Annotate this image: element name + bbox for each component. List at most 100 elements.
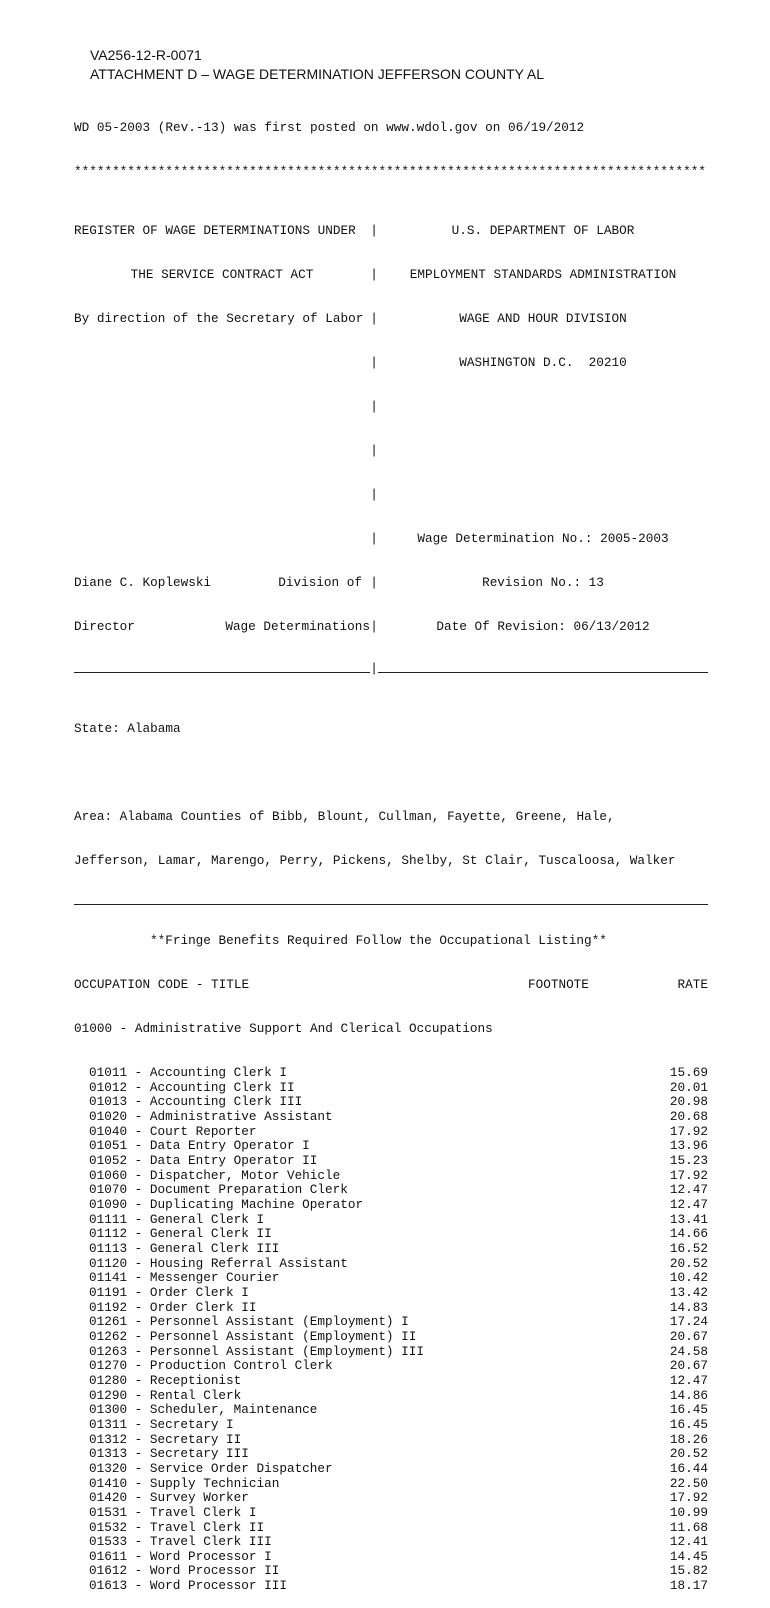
occupation-title: 01311 - Secretary I [89, 1416, 234, 1432]
area-line-2: Jefferson, Lamar, Marengo, Perry, Picken… [74, 853, 676, 869]
table-row: 01611 - Word Processor I 14.45 [74, 1549, 708, 1565]
occupation-rate: 17.92 [669, 1490, 708, 1506]
occupation-rate: 17.92 [669, 1123, 708, 1139]
area-line-1: Area: Alabama Counties of Bibb, Blount, … [74, 809, 615, 825]
occupation-title: 01270 - Production Control Clerk [89, 1358, 333, 1374]
occupation-title: 01612 - Word Processor II [89, 1563, 280, 1579]
occupation-rate: 15.23 [669, 1153, 708, 1169]
occupation-rate: 17.24 [669, 1314, 708, 1330]
occupation-rate: 14.66 [669, 1226, 708, 1242]
occupation-rate: 12.47 [669, 1182, 708, 1198]
occupation-title: 01012 - Accounting Clerk II [89, 1079, 295, 1095]
occupation-rate: 15.69 [669, 1065, 708, 1081]
occupation-title: 01320 - Service Order Dispatcher [89, 1460, 333, 1476]
occupation-group: 01000 - Administrative Support And Cleri… [74, 1021, 493, 1037]
occupation-title: 01192 - Order Clerk II [89, 1299, 257, 1315]
occupation-title: 01020 - Administrative Assistant [89, 1109, 333, 1125]
occupation-title: 01613 - Word Processor III [89, 1578, 287, 1594]
occupation-title: 01280 - Receptionist [89, 1372, 242, 1388]
register-divider: | [74, 662, 708, 679]
occupation-title: 01263 - Personnel Assistant (Employment)… [89, 1343, 425, 1359]
occupation-title: 01051 - Data Entry Operator I [89, 1138, 310, 1154]
occupation-rate: 18.26 [669, 1431, 708, 1447]
occupation-rate: 20.67 [669, 1358, 708, 1374]
table-row: 01533 - Travel Clerk III 12.41 [74, 1535, 708, 1550]
table-row: 01011 - Accounting Clerk I 15.69 [74, 1066, 708, 1081]
occupation-title: 01410 - Supply Technician [89, 1475, 280, 1491]
table-row: 01532 - Travel Clerk II 11.68 [74, 1519, 708, 1536]
occupation-title: 01533 - Travel Clerk III [89, 1534, 272, 1550]
table-row: 01420 - Survey Worker 17.92 [74, 1491, 708, 1506]
register-right-2: EMPLOYMENT STANDARDS ADMINISTRATION [409, 266, 677, 282]
table-row: 01141 - Messenger Courier 10.42 [74, 1271, 708, 1286]
occupation-rate: 16.52 [669, 1241, 708, 1257]
occupation-rate: 20.52 [669, 1255, 708, 1271]
register-row: | WASHINGTON D.C. 20210 [74, 354, 708, 371]
occupation-rate: 11.68 [669, 1519, 708, 1535]
document-id: VA256-12-R-0071 [90, 47, 202, 63]
occupation-title: 01013 - Accounting Clerk III [89, 1094, 303, 1110]
document-title: ATTACHMENT D – WAGE DETERMINATION JEFFER… [90, 66, 545, 82]
wage-determination-body: WD 05-2003 (Rev.-13) was first posted on… [74, 120, 708, 1594]
table-row: 01612 - Word Processor II 15.82 [74, 1564, 708, 1579]
fringe-note: **Fringe Benefits Required Follow the Oc… [150, 933, 607, 949]
table-row: 01320 - Service Order Dispatcher 16.44 [74, 1460, 708, 1477]
occupation-rate: 10.42 [669, 1270, 708, 1286]
table-row: 01191 - Order Clerk I 13.42 [74, 1285, 708, 1301]
occupation-title: 01261 - Personnel Assistant (Employment)… [89, 1314, 409, 1330]
occupation-title: 01111 - General Clerk I [89, 1211, 265, 1227]
table-row: 01410 - Supply Technician 22.50 [74, 1475, 708, 1492]
occupation-rate: 12.47 [669, 1372, 708, 1388]
table-row: 01040 - Court Reporter 17.92 [74, 1123, 708, 1140]
table-header: OCCUPATION CODE - TITLE FOOTNOTE RATE [74, 978, 708, 993]
table-row: 01262 - Personnel Assistant (Employment)… [74, 1328, 708, 1345]
table-row: 01312 - Secretary II 18.26 [74, 1431, 708, 1448]
table-row: 01020 - Administrative Assistant 20.68 [74, 1109, 708, 1125]
table-row: 01613 - Word Processor III 18.17 [74, 1578, 708, 1594]
table-row: 01263 - Personnel Assistant (Employment)… [74, 1343, 708, 1360]
table-row: 01270 - Production Control Clerk 20.67 [74, 1359, 708, 1374]
register-row: REGISTER OF WAGE DETERMINATIONS UNDER | U.… [74, 222, 708, 239]
occupation-rate: 24.58 [669, 1343, 708, 1359]
register-left-2: THE SERVICE CONTRACT ACT [130, 266, 314, 282]
occupation-title: 01070 - Document Preparation Clerk [89, 1182, 348, 1198]
occupation-rate: 20.68 [669, 1109, 708, 1125]
occupation-rate: 20.52 [669, 1446, 708, 1462]
occupation-rate: 20.67 [669, 1328, 708, 1344]
signer-title: Director [74, 618, 135, 634]
register-right-1: U.S. DEPARTMENT OF LABOR [451, 222, 635, 238]
occupation-title: 01112 - General Clerk II [89, 1226, 272, 1242]
table-row: 01012 - Accounting Clerk II 20.01 [74, 1079, 708, 1096]
table-row: 01192 - Order Clerk II 14.83 [74, 1299, 708, 1316]
occupation-rate: 22.50 [669, 1475, 708, 1491]
revision-number: Revision No.: 13 [482, 574, 604, 590]
occupation-rate: 14.86 [669, 1387, 708, 1403]
table-row: 01052 - Data Entry Operator II 15.23 [74, 1153, 708, 1169]
occupation-rate: 20.98 [669, 1094, 708, 1110]
table-row: 01090 - Duplicating Machine Operator 12.4… [74, 1197, 708, 1213]
occupation-rate: 18.17 [669, 1578, 708, 1594]
col-rate: RATE [677, 977, 708, 993]
occupation-title: 01060 - Dispatcher, Motor Vehicle [89, 1167, 341, 1183]
occupation-rate: 16.45 [669, 1402, 708, 1418]
occupation-title: 01313 - Secretary III [89, 1446, 249, 1462]
occupation-title: 01420 - Survey Worker [89, 1490, 249, 1506]
occupation-rate: 12.47 [669, 1197, 708, 1213]
register-right-4: WASHINGTON D.C. 20210 [459, 354, 627, 370]
occupation-rate: 16.44 [669, 1460, 708, 1476]
occupation-rate: 15.82 [669, 1563, 708, 1579]
register-right-3: WAGE AND HOUR DIVISION [459, 310, 627, 326]
table-row: 01300 - Scheduler, Maintenance 16.45 [74, 1403, 708, 1418]
register-row: THE SERVICE CONTRACT ACT | EMPLOYMENT STAN… [74, 266, 708, 283]
occupation-title: 01300 - Scheduler, Maintenance [89, 1402, 318, 1418]
occupation-rate: 16.45 [669, 1416, 708, 1432]
table-row: 01280 - Receptionist 12.47 [74, 1372, 708, 1389]
table-row: 01013 - Accounting Clerk III 20.98 [74, 1095, 708, 1110]
occupation-rate: 13.42 [669, 1285, 708, 1301]
occupation-rate: 10.99 [669, 1504, 708, 1520]
occupation-title: 01120 - Housing Referral Assistant [89, 1255, 348, 1271]
division-line-2: Wage Determinations [225, 618, 370, 634]
table-row: 01111 - General Clerk I 13.41 [74, 1211, 708, 1228]
occupation-rate: 12.41 [669, 1534, 708, 1550]
register-left-1: REGISTER OF WAGE DETERMINATIONS UNDER [74, 222, 356, 238]
